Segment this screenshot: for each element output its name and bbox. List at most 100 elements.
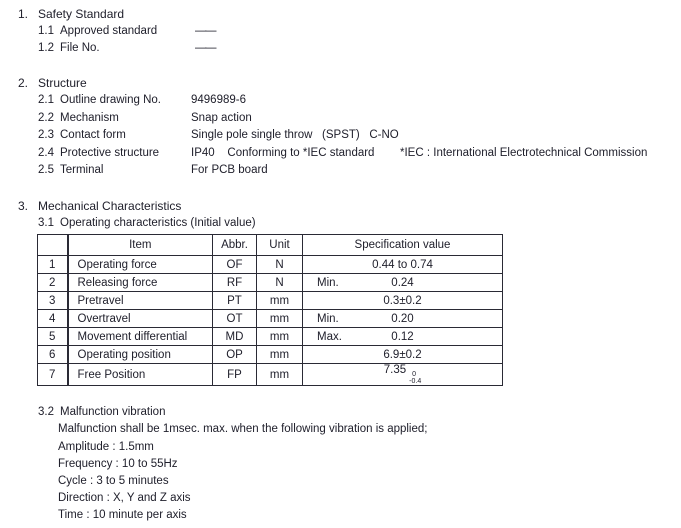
item-approved-standard: 1.1 Approved standard —— <box>38 25 681 38</box>
row-number: 3 <box>37 291 69 310</box>
item-cell: Releasing force <box>67 273 213 292</box>
row-number: 6 <box>37 345 69 364</box>
table-row: 1 Operating force OF N 0.44 to 0.74 <box>37 255 503 274</box>
header-blank <box>37 234 69 256</box>
section-1-heading: 1. Safety Standard <box>18 8 124 21</box>
item-contact-form: 2.3 Contact form Single pole single throw … <box>38 129 681 142</box>
row-number: 1 <box>37 255 69 274</box>
item-value-dash: —— <box>195 25 217 37</box>
table-row: 6 Operating position OP mm 6.9±0.2 <box>37 345 503 364</box>
unit-cell: mm <box>256 345 303 364</box>
section-1-number: 1. <box>18 7 29 21</box>
subsection-number: 3.2 <box>38 406 54 418</box>
item-label: Terminal <box>60 164 104 176</box>
frequency-line: Frequency : 10 to 55Hz <box>58 458 178 470</box>
unit-cell: mm <box>256 291 303 310</box>
item-cell: Operating position <box>67 345 213 364</box>
item-value-dash: —— <box>195 42 217 54</box>
abbr-cell: MD <box>212 327 257 346</box>
header-abbr: Abbr. <box>212 234 257 256</box>
tolerance-lower: -0.4 <box>409 378 422 385</box>
spec-cell: Min. 0.20 <box>302 309 503 328</box>
item-cell: Free Position <box>67 363 213 386</box>
section-3-title: Mechanical Characteristics <box>38 199 182 213</box>
table-row: 7 Free Position FP mm 7.35 0 -0.4 <box>37 363 503 386</box>
item-value: Snap action <box>191 112 252 124</box>
spec-cell: 6.9±0.2 <box>302 345 503 364</box>
item-value: Single pole single throw (SPST) C-NO <box>191 129 399 141</box>
item-value: IP40 Conforming to *IEC standard *IEC : … <box>191 147 648 159</box>
item-number: 2.2 <box>38 112 54 124</box>
direction-line: Direction : X, Y and Z axis <box>58 492 191 504</box>
row-number: 4 <box>37 309 69 328</box>
operating-characteristics-table: Item Abbr. Unit Specification value 1 Op… <box>37 234 503 386</box>
item-cell: Operating force <box>67 255 213 274</box>
unit-cell: N <box>256 273 303 292</box>
abbr-cell: PT <box>212 291 257 310</box>
header-unit: Unit <box>256 234 303 256</box>
section-2-number: 2. <box>18 76 29 90</box>
header-item: Item <box>67 234 213 256</box>
section-1-title: Safety Standard <box>38 7 125 21</box>
spec-value: 0.24 <box>391 276 414 289</box>
spec-cell: Max. 0.12 <box>302 327 503 346</box>
spec-cell: 0.44 to 0.74 <box>302 255 503 274</box>
table-header-row: Item Abbr. Unit Specification value <box>37 234 503 256</box>
subsection-title: Malfunction vibration <box>60 406 166 418</box>
abbr-cell: FP <box>212 363 257 386</box>
table-row: 2 Releasing force RF N Min. 0.24 <box>37 273 503 292</box>
item-value: For PCB board <box>191 164 268 176</box>
unit-cell: mm <box>256 327 303 346</box>
item-protective-structure: 2.4 Protective structure IP40 Conforming t… <box>38 147 681 160</box>
item-number: 2.4 <box>38 147 54 159</box>
item-value: 9496989-6 <box>191 94 246 106</box>
subsection-title: Operating characteristics (Initial value… <box>60 217 256 229</box>
spec-value: 0.3±0.2 <box>383 294 422 307</box>
unit-cell: mm <box>256 363 303 386</box>
row-number: 7 <box>37 363 69 386</box>
section-2-title: Structure <box>38 76 87 90</box>
header-specification-value: Specification value <box>302 234 503 256</box>
spec-cell: 7.35 0 -0.4 <box>302 363 503 386</box>
item-label: Approved standard <box>60 25 158 37</box>
subsection-3-2-heading: 3.2 Malfunction vibration <box>38 406 165 419</box>
spec-value: 0.12 <box>391 330 414 343</box>
section-3-heading: 3. Mechanical Characteristics <box>18 200 181 213</box>
item-cell: Movement differential <box>67 327 213 346</box>
item-number: 2.5 <box>38 164 54 176</box>
row-number: 5 <box>37 327 69 346</box>
spec-value: 7.35 <box>383 364 407 377</box>
item-mechanism: 2.2 Mechanism Snap action <box>38 112 681 125</box>
item-number: 1.2 <box>38 42 54 54</box>
item-label: Contact form <box>60 129 126 141</box>
item-terminal: 2.5 Terminal For PCB board <box>38 164 681 177</box>
subsection-3-1-heading: 3.1 Operating characteristics (Initial va… <box>38 217 256 230</box>
section-2-heading: 2. Structure <box>18 77 87 90</box>
time-line: Time : 10 minute per axis <box>58 509 187 521</box>
item-label: Mechanism <box>60 112 119 124</box>
spec-qualifier: Min. <box>317 276 339 289</box>
spec-qualifier: Max. <box>317 330 342 343</box>
item-label: Protective structure <box>60 147 160 159</box>
item-file-no: 1.2 File No. —— <box>38 42 681 55</box>
item-number: 1.1 <box>38 25 54 37</box>
row-number: 2 <box>37 273 69 292</box>
unit-cell: mm <box>256 309 303 328</box>
abbr-cell: OP <box>212 345 257 364</box>
section-3-number: 3. <box>18 199 29 213</box>
spec-cell: Min. 0.24 <box>302 273 503 292</box>
abbr-cell: RF <box>212 273 257 292</box>
tolerance-stack: 0 -0.4 <box>409 371 421 385</box>
item-number: 2.3 <box>38 129 54 141</box>
spec-cell: 0.3±0.2 <box>302 291 503 310</box>
spec-value: 0.44 to 0.74 <box>372 258 433 271</box>
item-cell: Overtravel <box>67 309 213 328</box>
spec-qualifier: Min. <box>317 312 339 325</box>
table-row: 5 Movement differential MD mm Max. 0.12 <box>37 327 503 346</box>
abbr-cell: OF <box>212 255 257 274</box>
malfunction-description: Malfunction shall be 1msec. max. when th… <box>58 423 428 435</box>
abbr-cell: OT <box>212 309 257 328</box>
spec-value: 0.20 <box>391 312 414 325</box>
tolerance-upper: 0 <box>412 371 417 378</box>
